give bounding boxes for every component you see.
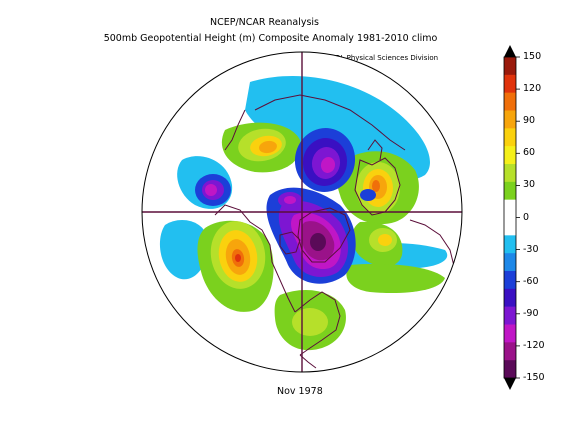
colorbar-tick-label: 150 [523, 51, 542, 62]
colorbar-swatch [504, 110, 516, 129]
coastline [254, 94, 406, 151]
date-label: Nov 1978 [277, 386, 323, 397]
colorbar-swatch [504, 181, 516, 200]
neg-core [360, 189, 376, 201]
neg-core [284, 196, 296, 204]
colorbar-tick-label: -90 [523, 307, 539, 319]
colorbar-swatch [504, 306, 516, 325]
colorbar-swatch [504, 146, 516, 165]
colorbar-swatch [504, 253, 516, 272]
pos-core [235, 254, 241, 262]
colorbar-swatch [504, 324, 516, 343]
pos-core [372, 180, 380, 192]
colorbar-tick-label: 60 [523, 147, 536, 159]
colorbar-tick-label: 0 [523, 211, 530, 223]
colorbar-top-arrow [504, 45, 516, 57]
pos-core [292, 308, 328, 336]
colorbar-swatch [504, 217, 516, 236]
colorbar-swatch [504, 57, 516, 76]
neg-core [205, 184, 217, 196]
pos-core [259, 140, 277, 154]
colorbar-swatch [504, 128, 516, 147]
coastline [279, 231, 301, 255]
colorbar-tick-label: 120 [523, 83, 542, 95]
title-line-1: NCEP/NCAR Reanalysis [209, 17, 319, 28]
coastline [297, 207, 351, 263]
colorbar-swatch [504, 342, 516, 361]
colorbar-tick-label: 90 [523, 115, 536, 127]
coastlines [214, 94, 456, 369]
neg-core [320, 157, 336, 173]
colorbar-tick-label: -150 [523, 372, 545, 383]
coastline [224, 109, 246, 151]
colorbar-swatch [504, 235, 516, 254]
colorbar-swatch [504, 92, 516, 111]
colorbar-swatch [504, 360, 516, 379]
pos-core [378, 234, 392, 246]
coastline [409, 219, 456, 271]
neg-region [159, 220, 209, 280]
coastline [214, 204, 296, 313]
title-line-2: 500mb Geopotential Height (m) Composite … [103, 33, 438, 44]
coastline [354, 157, 401, 216]
neg-core [310, 233, 326, 251]
pos-region [346, 263, 445, 294]
colorbar-swatch [504, 288, 516, 307]
credit-label: NOAA/ESRL Physical Sciences Division [304, 54, 439, 62]
colorbar-tick-label: 30 [523, 179, 536, 191]
colorbar-swatch [504, 164, 516, 183]
colorbar-bottom-arrow [504, 378, 516, 390]
colorbar-tick-label: -60 [523, 275, 539, 287]
colorbar-swatch [504, 74, 516, 93]
coastline [367, 139, 383, 161]
colorbar-swatch [504, 271, 516, 290]
colorbar-tick-label: -120 [523, 339, 545, 351]
anomaly-field [159, 76, 448, 351]
colorbar-tick-label: -30 [523, 243, 539, 255]
coastline [294, 291, 341, 356]
colorbar-swatch [504, 199, 516, 218]
map-border [141, 51, 463, 373]
